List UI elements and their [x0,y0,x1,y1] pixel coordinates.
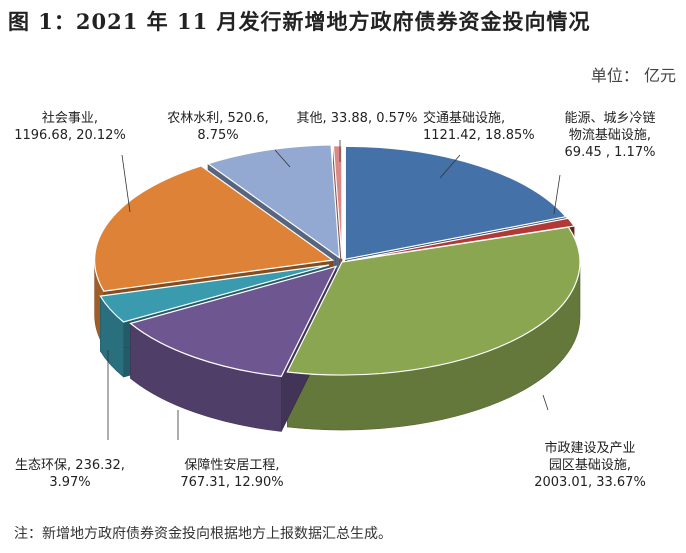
data-label-3: 市政建设及产业园区基础设施, 2003.01, 33.67% [534,440,646,490]
data-label-4: 保障性安居工程, 767.31, 12.90% [180,458,283,490]
footnote: 注：新增地方政府债券资金投向根据地方上报数据汇总生成。 [14,526,392,542]
pie-slice-1 [344,145,567,260]
data-label-6: 社会事业, 1196.68, 20.12% [14,110,126,143]
leader-line [274,149,291,168]
data-label-8: 其他, 33.88, 0.57% [296,111,417,126]
data-label-5: 生态环保, 236.32, 3.97% [15,458,125,490]
data-label-1: 交通基础设施, 1121.42, 18.85% [423,110,535,143]
pie-slice-3 [286,226,581,376]
leader-line [542,394,549,411]
leader-line [553,174,561,215]
chart-title: 图 1：2021 年 11 月发行新增地方政府债券资金投向情况 [8,9,591,34]
leader-line [121,154,131,213]
pie-slice-2 [347,217,576,262]
pie-slice-4 [129,265,338,378]
pie-slice-6 [94,165,335,292]
pie-slice-5 [99,264,330,323]
unit-label: 单位： 亿元 [590,66,676,85]
data-label-2: 能源、城乡冷链物流基础设施, 69.45 , 1.17% [564,111,655,160]
pie-slice-8 [332,145,343,259]
pie-slice-7 [206,144,341,260]
data-label-7: 农林水利, 520.6, 8.75% [167,111,269,143]
leader-line [439,154,461,179]
